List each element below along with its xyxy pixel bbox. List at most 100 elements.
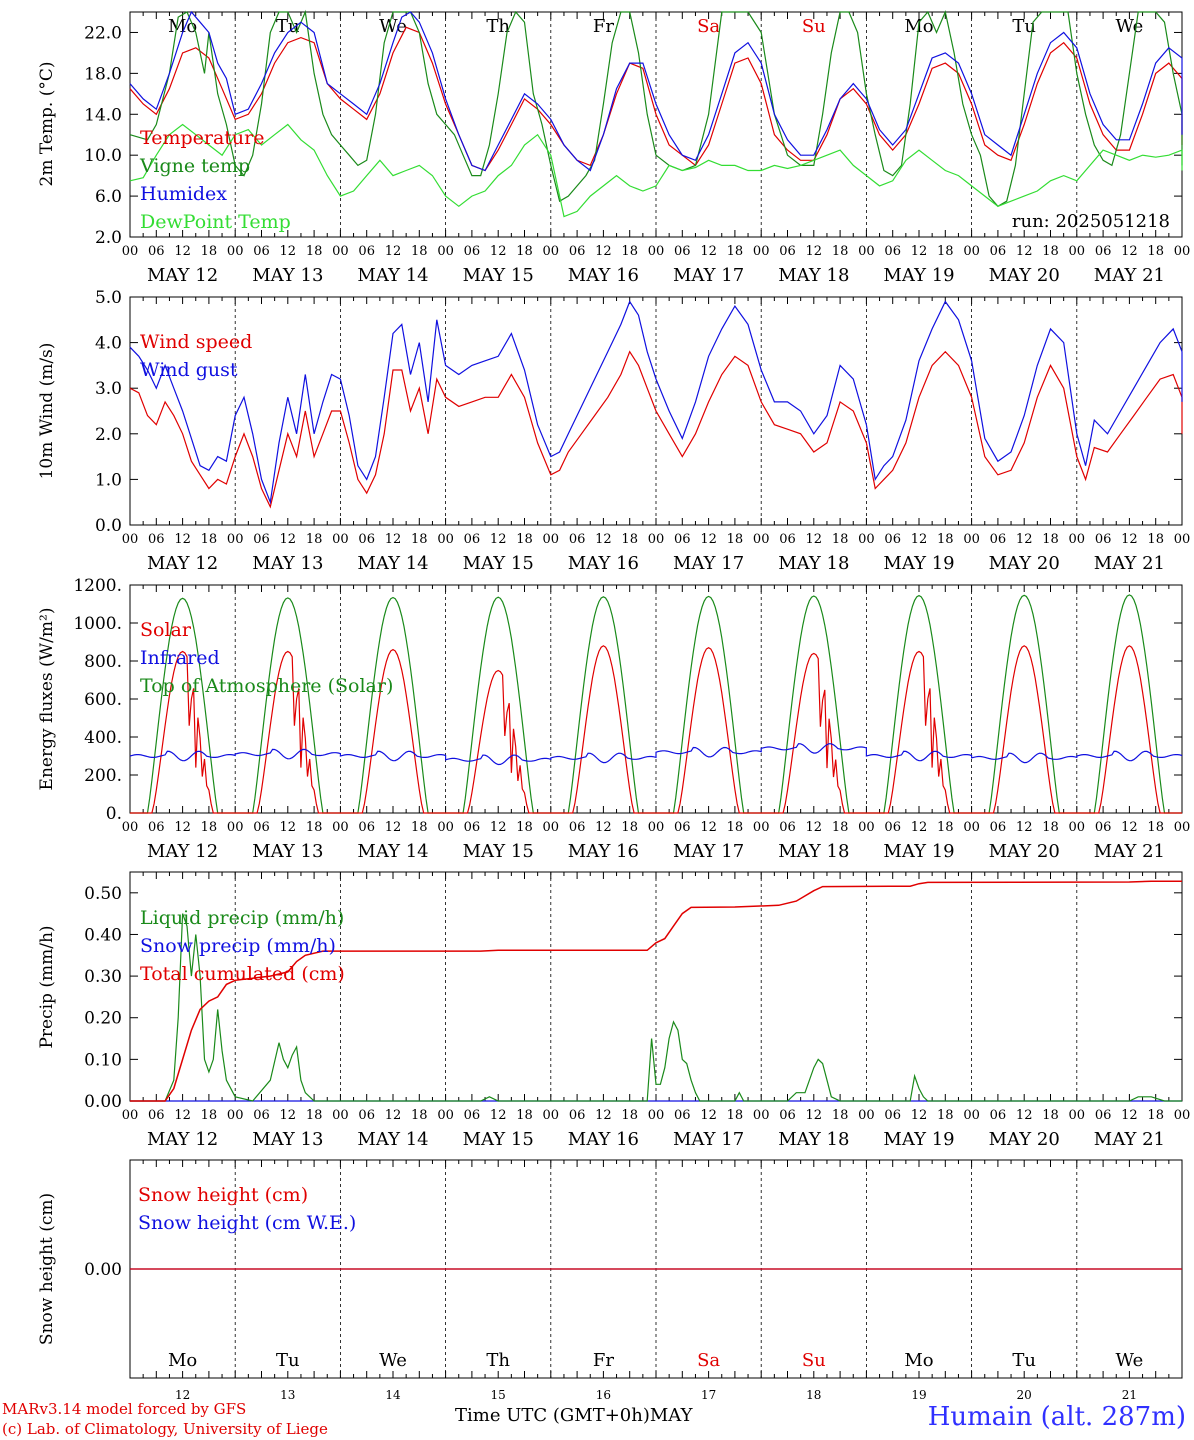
hour-tick-label: 06 [464, 244, 481, 259]
hour-tick-label: 18 [832, 1108, 849, 1123]
y-tick-label: 400. [84, 728, 122, 748]
hour-tick-label: 00 [1069, 1108, 1086, 1123]
date-label: MAY 20 [989, 1129, 1060, 1150]
weekday-label: Su [802, 1350, 826, 1371]
hour-tick-label: 00 [437, 1108, 454, 1123]
y-tick-label: 2.0 [95, 228, 122, 248]
series-lightgreen [129, 123, 1183, 218]
weekday-label: Tu [276, 16, 300, 37]
hour-tick-label: 06 [253, 532, 270, 547]
hour-tick-label: 18 [937, 532, 954, 547]
hour-tick-label: 00 [1174, 532, 1191, 547]
hour-tick-label: 12 [1121, 1108, 1138, 1123]
hour-tick-label: 00 [753, 532, 770, 547]
hour-tick-label: 12 [911, 532, 928, 547]
hour-tick-label: 12 [174, 1108, 191, 1123]
date-label: MAY 13 [252, 841, 323, 862]
hour-tick-label: 18 [1042, 820, 1059, 835]
hour-tick-label: 18 [306, 532, 323, 547]
date-label: MAY 18 [778, 265, 849, 286]
hour-tick-label: 00 [332, 532, 349, 547]
day-number: 21 [1122, 1388, 1137, 1402]
hour-tick-label: 00 [332, 820, 349, 835]
hour-tick-label: 06 [674, 1108, 691, 1123]
hour-tick-label: 18 [201, 244, 218, 259]
date-label: MAY 17 [673, 841, 744, 862]
hour-tick-label: 06 [253, 244, 270, 259]
legend-entry: Infrared [140, 647, 220, 669]
y-axis-label: Energy fluxes (W/m²) [37, 608, 57, 791]
hour-tick-label: 18 [832, 244, 849, 259]
y-tick-label: 2.0 [95, 425, 122, 445]
date-label: MAY 21 [1094, 265, 1165, 286]
y-tick-label: 600. [84, 690, 122, 710]
y-tick-label: 22.0 [84, 23, 122, 43]
hour-tick-label: 00 [1069, 244, 1086, 259]
hour-tick-label: 18 [727, 1108, 744, 1123]
y-tick-label: 4.0 [95, 334, 122, 354]
hour-tick-label: 18 [411, 244, 428, 259]
hour-tick-label: 00 [963, 820, 980, 835]
day-number: 12 [175, 1388, 190, 1402]
date-label: MAY 17 [673, 1129, 744, 1150]
y-tick-label: 0.0 [95, 516, 122, 536]
weekday-label: Su [802, 16, 826, 37]
day-number: 19 [911, 1388, 926, 1402]
hour-tick-label: 00 [543, 1108, 560, 1123]
hour-tick-label: 12 [280, 820, 297, 835]
hour-tick-label: 06 [674, 532, 691, 547]
hour-tick-label: 00 [227, 532, 244, 547]
series-infrared [129, 743, 1183, 766]
hour-tick-label: 12 [385, 244, 402, 259]
hour-tick-label: 00 [648, 820, 665, 835]
weekday-label: Th [486, 1350, 510, 1371]
hour-tick-label: 00 [858, 1108, 875, 1123]
weekday-label: Fr [593, 16, 614, 37]
legend-entry: Wind gust [140, 359, 238, 381]
hour-tick-label: 18 [621, 820, 638, 835]
hour-tick-label: 00 [122, 532, 139, 547]
weekday-label: Tu [276, 1350, 300, 1371]
hour-tick-label: 12 [700, 532, 717, 547]
hour-tick-label: 18 [516, 820, 533, 835]
series-total-cumulated [130, 880, 1182, 1102]
hour-tick-label: 18 [411, 820, 428, 835]
y-tick-label: 1200. [73, 576, 122, 596]
y-tick-label: 0.20 [84, 1009, 122, 1029]
legend-entry: Snow height (cm) [138, 1184, 308, 1206]
hour-tick-label: 06 [148, 532, 165, 547]
y-tick-label: 6.0 [95, 187, 122, 207]
hour-tick-label: 12 [700, 820, 717, 835]
date-label: MAY 19 [883, 841, 954, 862]
hour-tick-label: 06 [569, 1108, 586, 1123]
series-solar [130, 645, 1182, 814]
hour-tick-label: 12 [385, 820, 402, 835]
weekday-label: Fr [593, 1350, 614, 1371]
hour-tick-label: 00 [332, 244, 349, 259]
date-label: MAY 12 [147, 841, 218, 862]
x-axis-label: Time UTC (GMT+0h)MAY [455, 1405, 692, 1426]
hour-tick-label: 06 [779, 820, 796, 835]
hour-tick-label: 18 [937, 1108, 954, 1123]
hour-tick-label: 12 [385, 1108, 402, 1123]
day-number: 13 [280, 1388, 295, 1402]
weekday-label: Tu [1012, 1350, 1036, 1371]
x-axis-month: MAY [649, 1405, 693, 1426]
hour-tick-label: 18 [201, 532, 218, 547]
day-number: 15 [491, 1388, 506, 1402]
hour-tick-label: 12 [806, 244, 823, 259]
hour-tick-label: 18 [621, 244, 638, 259]
weekday-label: Sa [697, 16, 720, 37]
series-liquid-precip [130, 913, 1182, 1102]
legend-entry: Total cumulated (cm) [140, 963, 345, 985]
hour-tick-label: 06 [569, 532, 586, 547]
y-tick-label: 0.00 [84, 1092, 122, 1112]
date-label: MAY 20 [989, 553, 1060, 574]
station-title: Humain (alt. 287m) [927, 1402, 1186, 1432]
hour-tick-label: 00 [963, 1108, 980, 1123]
date-label: MAY 19 [883, 265, 954, 286]
hour-tick-label: 00 [753, 1108, 770, 1123]
hour-tick-label: 06 [1095, 820, 1112, 835]
hour-tick-label: 18 [201, 820, 218, 835]
